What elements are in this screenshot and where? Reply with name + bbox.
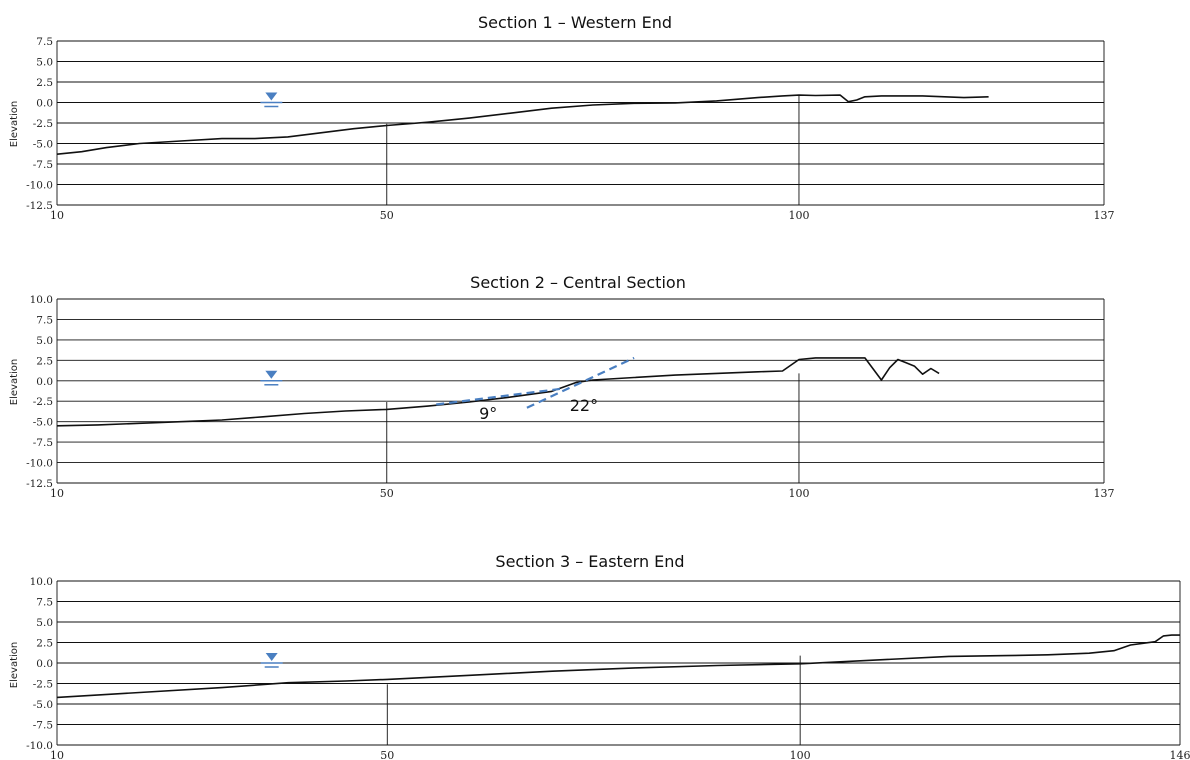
- y-tick-label: 0.0: [36, 98, 53, 110]
- x-tick-label: 100: [790, 749, 811, 760]
- slope-angle-label: 9°: [479, 404, 497, 423]
- y-tick-label: -12.5: [26, 200, 53, 212]
- chart-title: Section 1 – Western End: [478, 13, 672, 32]
- water-level-icon: [265, 653, 278, 661]
- elevation-profile-line: [56, 634, 1180, 699]
- slope-line: [526, 356, 635, 409]
- x-tick-label: 50: [380, 749, 394, 760]
- y-tick-label: 10.0: [30, 576, 53, 588]
- x-tick-label: 50: [380, 487, 394, 500]
- y-axis-label: Elevation: [9, 359, 20, 405]
- slope-angle-label: 22°: [570, 396, 598, 415]
- x-tick-label: 137: [1094, 487, 1115, 500]
- y-tick-label: -12.5: [26, 478, 53, 490]
- water-level-icon: [265, 92, 278, 101]
- x-tick-label: 10: [50, 749, 64, 760]
- y-tick-label: 5.0: [36, 617, 53, 629]
- y-tick-label: -7.5: [33, 437, 53, 449]
- y-axis-label: Elevation: [9, 642, 20, 688]
- section-2-chart: Section 2 – Central Section Elevation 10…: [9, 273, 1115, 500]
- y-tick-label: -10.0: [26, 458, 53, 470]
- y-tick-label: 7.5: [36, 314, 53, 326]
- y-tick-label: 2.5: [36, 77, 53, 89]
- y-tick-label: 2.5: [36, 355, 53, 367]
- y-axis-label: Elevation: [9, 101, 20, 147]
- x-tick-label: 10: [50, 209, 64, 222]
- x-tick-label: 137: [1094, 209, 1115, 222]
- x-tick-label: 50: [380, 209, 394, 222]
- y-tick-label: -2.5: [33, 118, 53, 130]
- y-tick-label: -5.0: [33, 139, 53, 151]
- y-tick-label: 7.5: [36, 597, 53, 609]
- water-level-icon: [265, 370, 278, 379]
- x-tick-label: 10: [50, 487, 64, 500]
- slope-line: [436, 387, 561, 406]
- chart-title: Section 2 – Central Section: [470, 273, 686, 292]
- chart-title: Section 3 – Eastern End: [495, 552, 684, 571]
- x-tick-label: 100: [788, 209, 809, 222]
- x-tick-label: 146: [1170, 749, 1190, 760]
- y-tick-label: 10.0: [30, 294, 53, 306]
- y-tick-label: 5.0: [36, 57, 53, 69]
- y-tick-label: 7.5: [36, 36, 53, 48]
- y-tick-label: -7.5: [33, 159, 53, 171]
- elevation-profile-line: [56, 94, 989, 155]
- y-tick-label: -10.0: [26, 180, 53, 192]
- x-tick-label: 100: [788, 487, 809, 500]
- y-tick-label: 0.0: [36, 658, 53, 670]
- y-tick-label: -10.0: [26, 740, 53, 752]
- section-1-chart: Section 1 – Western End Elevation 7.5 5.0…: [9, 13, 1115, 222]
- section-3-chart: Section 3 – Eastern End Elevation 10.0 7.…: [9, 552, 1190, 760]
- y-tick-label: -7.5: [33, 720, 53, 732]
- y-tick-label: 5.0: [36, 335, 53, 347]
- y-tick-label: 0.0: [36, 376, 53, 388]
- y-tick-label: -5.0: [33, 417, 53, 429]
- elevation-profile-line: [56, 357, 940, 427]
- y-tick-label: -5.0: [33, 699, 53, 711]
- y-tick-label: -2.5: [33, 679, 53, 691]
- y-tick-label: -2.5: [33, 396, 53, 408]
- y-tick-label: 2.5: [36, 638, 53, 650]
